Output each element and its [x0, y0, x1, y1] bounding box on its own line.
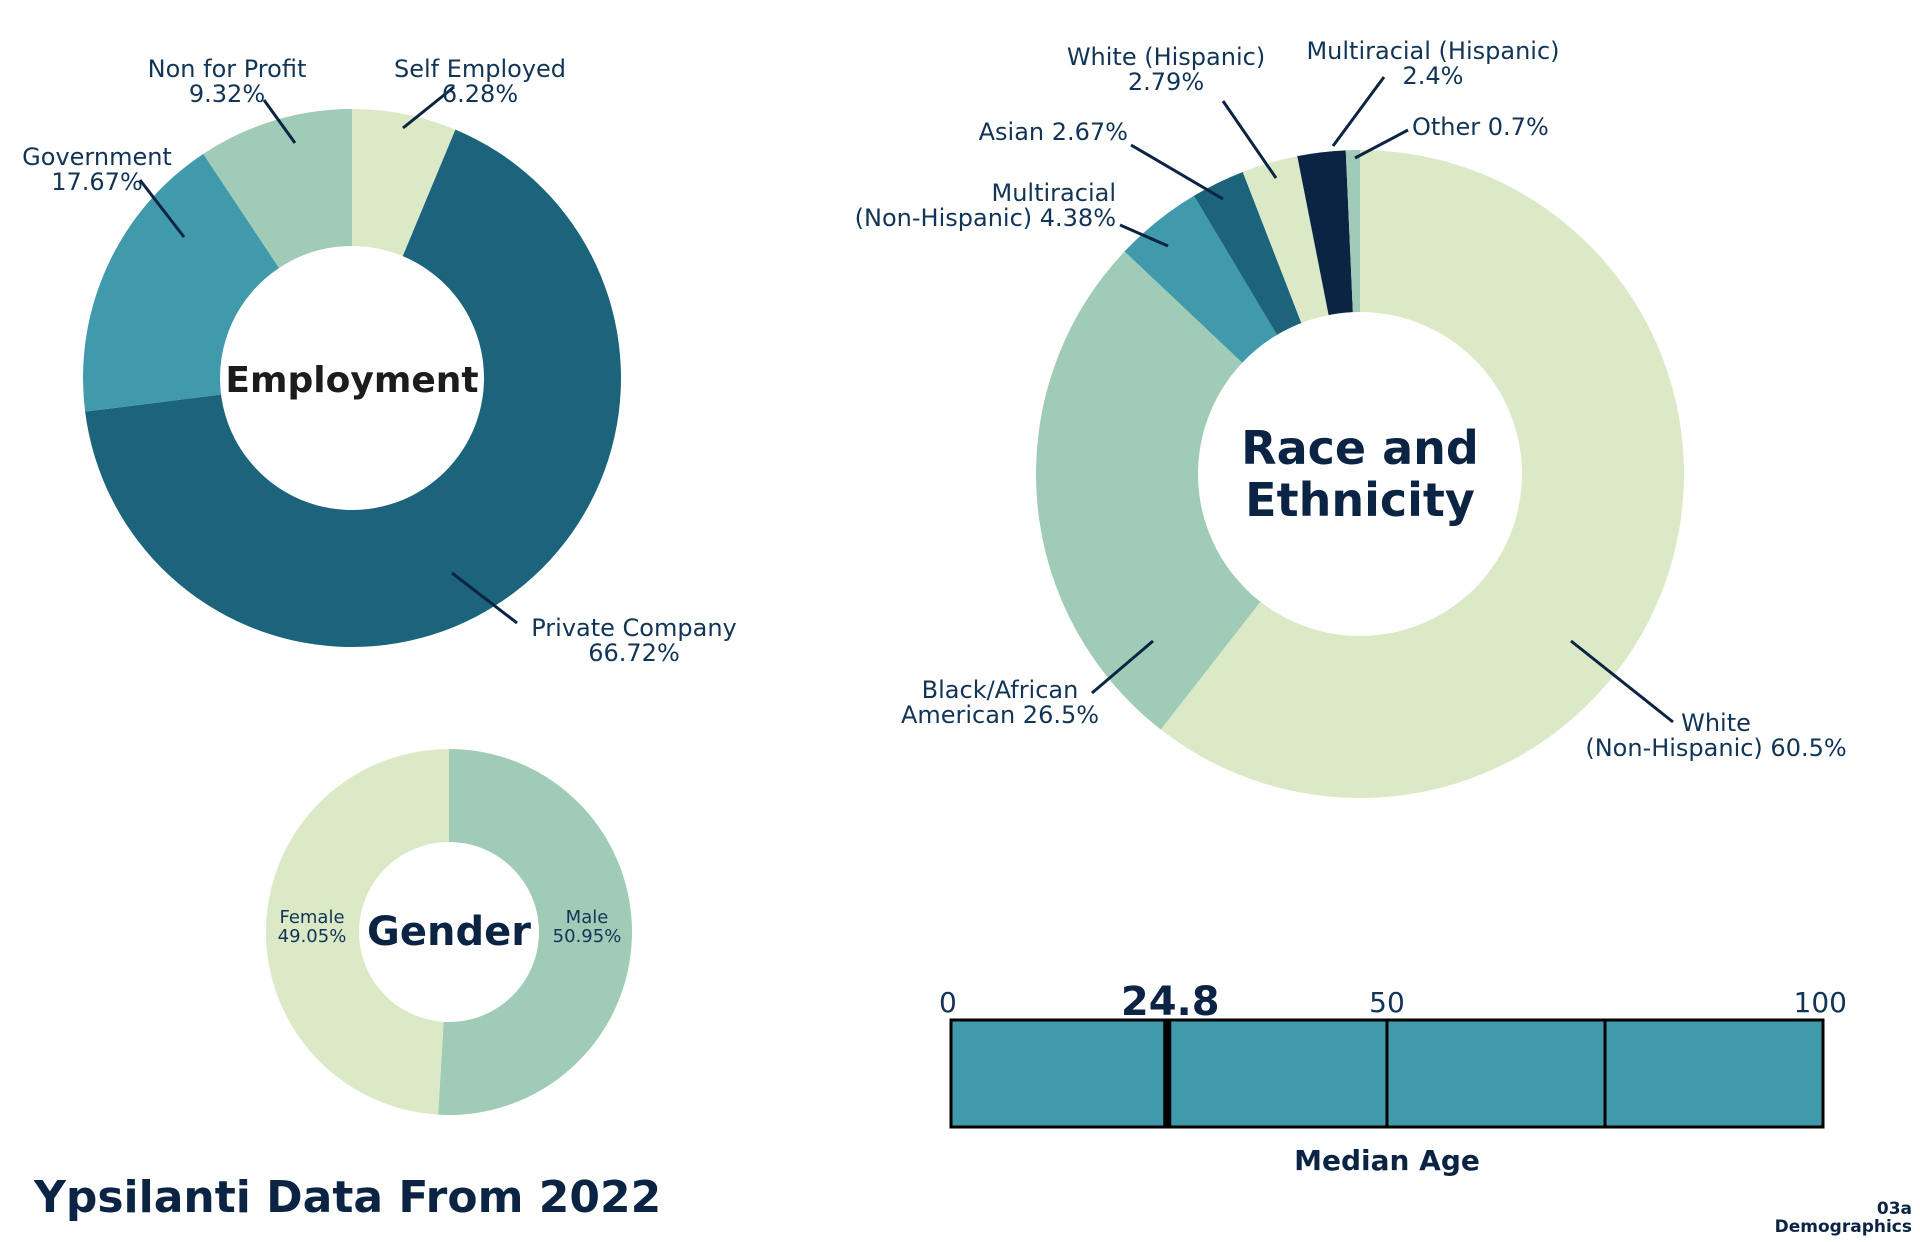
- leader-line-white-non-hispanic-60-5: [1570, 639, 1674, 724]
- leader-line-other-0-7: [1354, 128, 1409, 160]
- race-chart-title: Race and Ethnicity: [1241, 421, 1479, 527]
- median-age-bar: 0 50 100 24.8 Median Age: [939, 979, 1847, 1177]
- section-tag: 03a Demographics: [1775, 1200, 1912, 1236]
- leader-line-white-hispanic-2-79: [1221, 100, 1278, 179]
- leader-line-asian-2-67: [1130, 143, 1224, 201]
- slice-label-white-non-hispanic-60-5: White (Non-Hispanic) 60.5%: [1585, 709, 1846, 762]
- slice-male-50-95: [438, 749, 633, 1115]
- employment-chart-title: Employment: [225, 360, 478, 401]
- slice-government-17-67: [82, 153, 280, 412]
- section-number: 03a: [1876, 1199, 1912, 1219]
- gender-donut-chart: Male 50.95% Female 49.05% Gender: [266, 749, 633, 1115]
- age-tick-label-0: 0: [939, 986, 957, 1019]
- slice-other-0-7: [1345, 150, 1360, 313]
- age-tick-label-100: 100: [1794, 986, 1847, 1019]
- slice-label-private-company-66-72: Private Company 66.72%: [531, 614, 736, 667]
- slice-label-white-hispanic-2-79: White (Hispanic) 2.79%: [1067, 43, 1265, 96]
- slice-self-employed-6-28: [352, 109, 456, 257]
- leader-line-black-african-american-26-5: [1091, 639, 1154, 695]
- leader-line-private-company-66-72: [451, 571, 518, 625]
- slice-white-non-hispanic-60-5: [1160, 150, 1684, 798]
- slice-asian-2-67: [1193, 171, 1302, 335]
- leader-line-multiracial-hispanic-2-4: [1331, 76, 1386, 147]
- median-age-axis-label: Median Age: [1294, 1144, 1480, 1177]
- leader-line-self-employed-6-28: [402, 85, 455, 130]
- slice-label-asian-2-67: Asian 2.67%: [979, 118, 1128, 146]
- slice-private-company-66-72: [85, 129, 621, 647]
- leader-line-government-17-67: [138, 179, 186, 238]
- slice-label-male-50-95: Male 50.95%: [553, 907, 622, 947]
- slice-multiracial-hispanic-2-4: [1297, 150, 1353, 316]
- slice-female-49-05: [266, 749, 449, 1115]
- slice-black-african-american-26-5: [1035, 251, 1261, 730]
- race-ethnicity-donut-chart: White (Non-Hispanic) 60.5% Black/African Am…: [855, 37, 1847, 798]
- slice-label-self-employed-6-28: Self Employed 6.28%: [394, 55, 566, 108]
- slice-white-hispanic-2-79: [1242, 156, 1329, 323]
- slice-label-government-17-67: Government 17.67%: [22, 143, 172, 196]
- median-age-value: 24.8: [1121, 979, 1220, 1025]
- slice-label-multiracial-non-hispanic-4-38: Multiracial (Non-Hispanic) 4.38%: [855, 179, 1116, 232]
- slice-label-other-0-7: Other 0.7%: [1412, 113, 1549, 141]
- employment-donut-chart: Self Employed 6.28% Private Company 66.72% G…: [22, 55, 737, 667]
- section-name: Demographics: [1774, 1217, 1912, 1237]
- slice-label-female-49-05: Female 49.05%: [278, 907, 347, 947]
- slice-label-multiracial-hispanic-2-4: Multiracial (Hispanic) 2.4%: [1306, 37, 1559, 90]
- gender-chart-title: Gender: [367, 909, 531, 955]
- leader-line-non-for-profit-9-32: [262, 99, 297, 144]
- slice-non-for-profit-9-32: [203, 109, 352, 268]
- leader-line-multiracial-non-hispanic-4-38: [1119, 223, 1169, 248]
- slice-label-black-african-american-26-5: Black/African American 26.5%: [901, 676, 1099, 729]
- age-tick-label-50: 50: [1369, 986, 1405, 1019]
- slice-label-non-for-profit-9-32: Non for Profit 9.32%: [148, 55, 307, 108]
- page-title: Ypsilanti Data From 2022: [34, 1172, 662, 1223]
- slice-multiracial-non-hispanic-4-38: [1124, 195, 1277, 363]
